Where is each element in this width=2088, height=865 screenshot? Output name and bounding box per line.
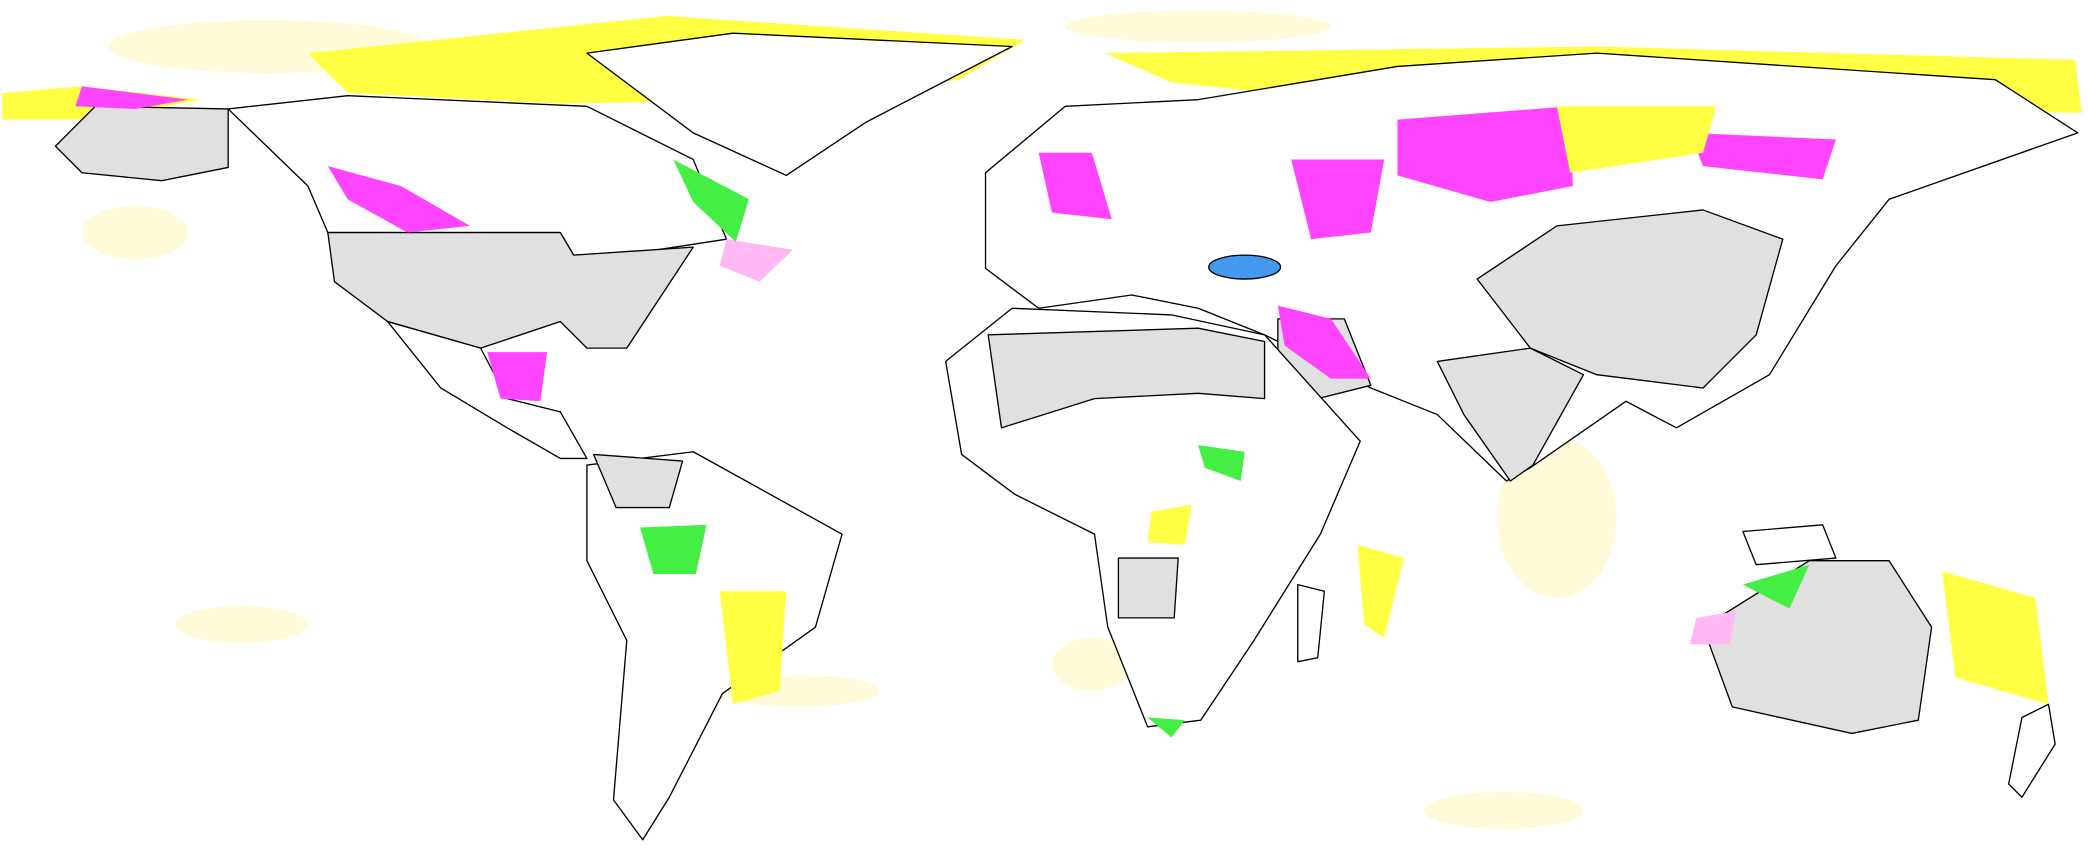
zone (1198, 445, 1245, 481)
zone (1038, 152, 1112, 220)
zone (719, 591, 787, 705)
ocean-zone (1497, 438, 1617, 598)
zone (1556, 106, 1717, 173)
ocean-zone (82, 205, 189, 260)
zone (640, 524, 707, 575)
zone (1689, 611, 1737, 645)
zones (75, 86, 2049, 738)
zone (719, 239, 793, 282)
india (1436, 347, 1585, 482)
black-sea (1208, 254, 1282, 280)
zone (1397, 106, 1573, 202)
zone (1147, 504, 1192, 545)
zone (1291, 159, 1385, 240)
zone (1689, 132, 1836, 180)
alaska (54, 105, 229, 182)
zone (1942, 571, 2049, 705)
usa (327, 231, 694, 349)
ocean-zone (1065, 10, 1332, 43)
north-africa (987, 327, 1266, 429)
ocean-zone (1424, 791, 1584, 830)
ocean-zone (175, 605, 308, 644)
ocean-zone (1051, 637, 1132, 691)
zone (673, 159, 750, 242)
china (1476, 209, 1784, 389)
mexico (386, 320, 588, 460)
new-zealand (2007, 703, 2056, 798)
australia (1702, 560, 1933, 735)
indonesia (1742, 524, 1837, 566)
canada (227, 95, 728, 256)
zone (1277, 305, 1371, 379)
south-america (586, 451, 843, 841)
zone (1147, 717, 1185, 738)
zone (327, 166, 470, 233)
greenland (586, 32, 1013, 177)
zone (1357, 544, 1405, 638)
zone (75, 86, 189, 109)
colombia-venezuela (592, 453, 684, 509)
zone (487, 352, 548, 402)
zone (1742, 564, 1810, 609)
madagascar (1297, 583, 1326, 663)
angola-region (1117, 557, 1179, 619)
